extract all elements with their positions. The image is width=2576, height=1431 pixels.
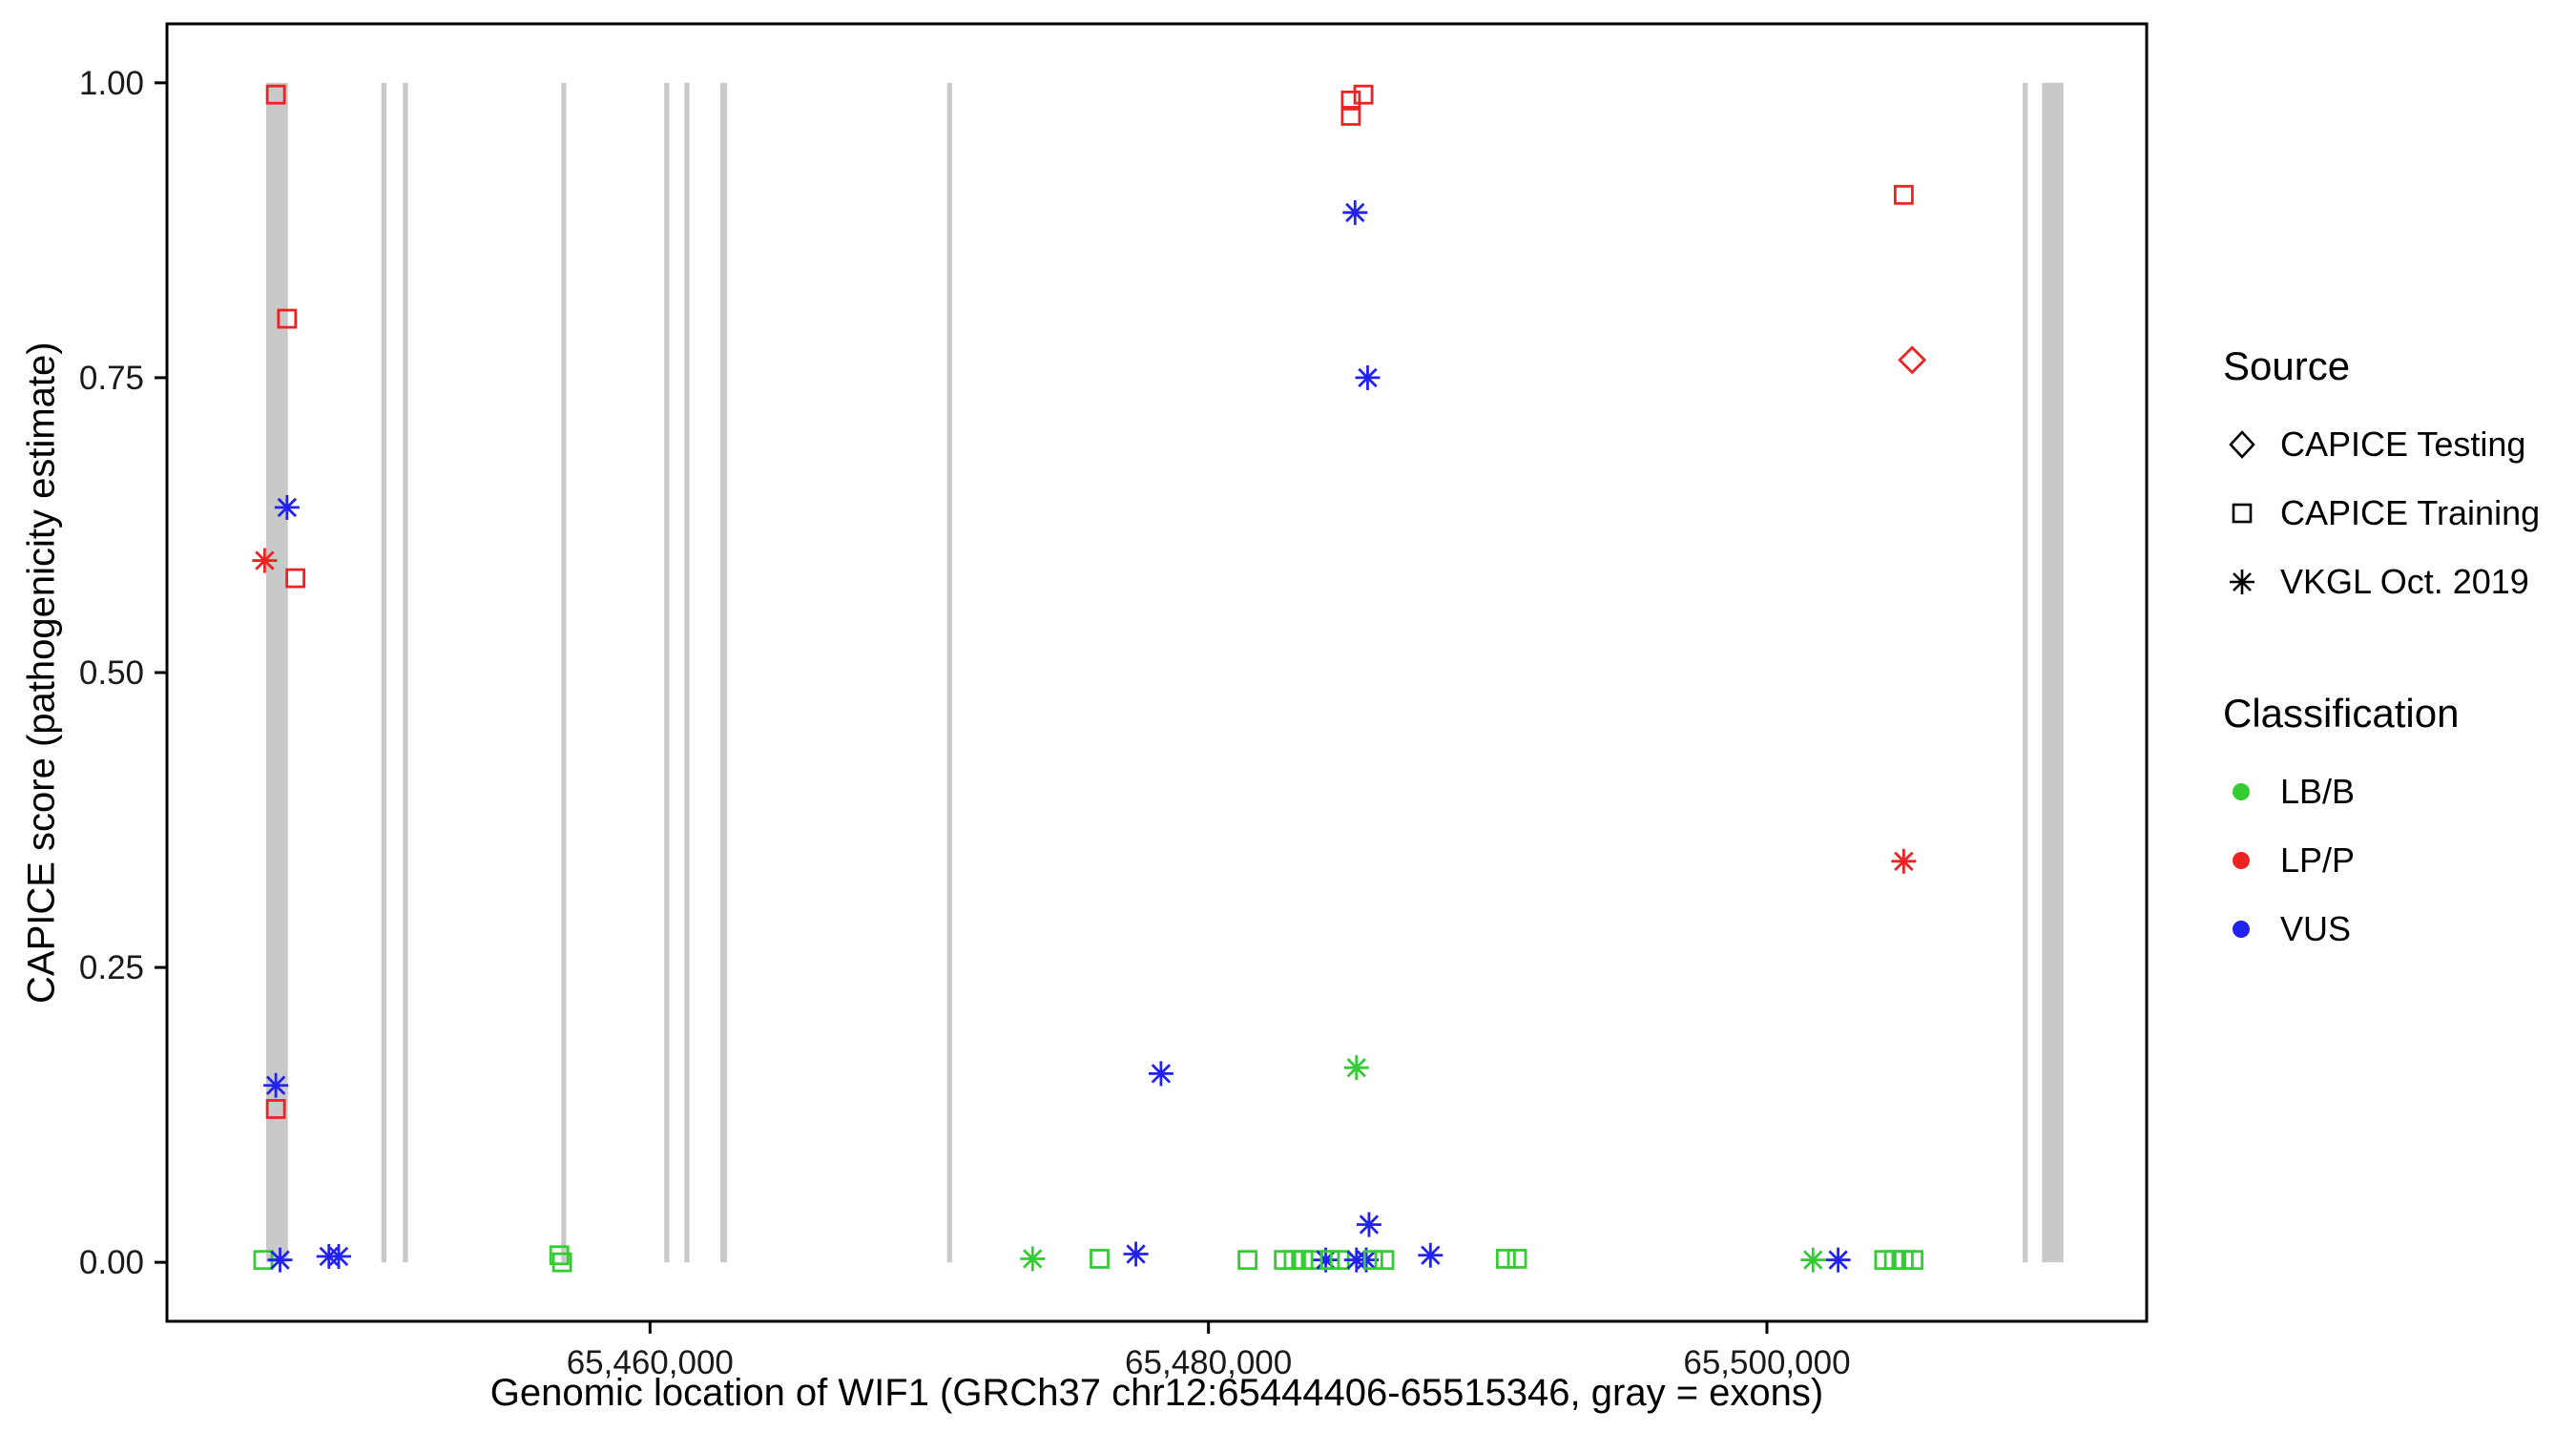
legend-item-lpp: LP/P — [2223, 826, 2566, 895]
y-tick-label: 0.75 — [79, 360, 144, 397]
data-point — [1342, 199, 1368, 225]
data-point — [1891, 848, 1917, 874]
data-point — [252, 548, 278, 573]
legend-label: VKGL Oct. 2019 — [2280, 562, 2529, 601]
data-point — [277, 308, 298, 329]
legend: Source CAPICE Testing CAPICE Training — [2223, 343, 2566, 964]
legend-label: CAPICE Training — [2280, 493, 2541, 532]
y-tick-label: 1.00 — [79, 65, 144, 102]
data-point — [1123, 1241, 1149, 1267]
legend-item-lbb: LB/B — [2223, 757, 2566, 826]
data-point — [1353, 84, 1374, 105]
exon-bar — [2023, 82, 2028, 1263]
data-point — [1340, 90, 1361, 111]
data-point — [1898, 345, 1927, 375]
diamond-icon — [2223, 425, 2261, 464]
data-point — [1090, 1249, 1110, 1269]
data-point — [274, 494, 300, 520]
circle-icon — [2233, 783, 2250, 800]
y-tick-label: 0.25 — [79, 949, 144, 986]
y-tick-label: 0.50 — [79, 654, 144, 692]
data-point — [1340, 106, 1361, 126]
x-axis-title: Genomic location of WIF1 (GRCh37 chr12:6… — [489, 1372, 1824, 1414]
data-point — [265, 1099, 286, 1119]
data-point — [1800, 1247, 1826, 1273]
data-point — [285, 568, 306, 589]
x-tick-label: 65,500,000 — [1683, 1344, 1850, 1381]
exon-bar — [381, 82, 387, 1263]
exon-bar — [403, 82, 408, 1263]
data-point — [1506, 1249, 1527, 1269]
data-point — [1343, 1055, 1369, 1081]
exon-bar — [2042, 82, 2064, 1263]
exon-bar — [561, 82, 567, 1263]
y-axis-title: CAPICE score (pathogenicity estimate) — [20, 342, 63, 1004]
data-point — [1495, 1249, 1516, 1269]
x-tick-label: 65,480,000 — [1125, 1344, 1292, 1381]
plot-panel-border — [165, 22, 2149, 1323]
exon-bar — [946, 82, 952, 1263]
legend-item-vkgl: VKGL Oct. 2019 — [2223, 548, 2566, 616]
legend-item-vus: VUS — [2223, 895, 2566, 964]
legend-label: CAPICE Testing — [2280, 425, 2526, 464]
circle-icon — [2233, 852, 2250, 869]
x-tick-label: 65,460,000 — [567, 1344, 734, 1381]
legend-classification-section: Classification LB/B LP/P VUS — [2223, 691, 2566, 964]
data-point — [1418, 1242, 1444, 1268]
legend-classification-title: Classification — [2223, 691, 2460, 736]
data-point — [1020, 1246, 1046, 1272]
y-tick-label: 0.00 — [79, 1244, 144, 1281]
exon-bar — [664, 82, 670, 1263]
data-point — [325, 1244, 351, 1269]
exon-bar — [684, 82, 690, 1263]
data-point — [1356, 1212, 1381, 1237]
legend-source-section: Source CAPICE Testing CAPICE Training — [2223, 343, 2566, 616]
legend-label: LP/P — [2280, 840, 2356, 880]
data-point — [1893, 184, 1914, 205]
legend-label: LB/B — [2280, 772, 2356, 811]
data-point — [1355, 364, 1381, 390]
data-point — [265, 84, 286, 105]
data-point — [551, 1252, 572, 1273]
data-point — [1362, 1250, 1383, 1271]
exon-bar — [720, 82, 728, 1263]
data-point — [1148, 1061, 1174, 1087]
data-point — [1825, 1247, 1851, 1273]
data-point — [267, 1247, 293, 1273]
circle-icon — [2233, 921, 2250, 938]
data-point — [1374, 1250, 1395, 1271]
scatter-plot: 65,460,000 65,480,000 65,500,000 0.00 0.25 0.… — [79, 22, 2149, 1381]
exon-bar — [265, 82, 288, 1263]
data-point — [1903, 1250, 1924, 1271]
square-icon — [2223, 494, 2261, 532]
legend-label: VUS — [2280, 909, 2352, 948]
data-point — [1237, 1250, 1258, 1271]
data-point — [263, 1072, 289, 1098]
legend-item-capice-testing: CAPICE Testing — [2223, 410, 2566, 479]
legend-item-capice-training: CAPICE Training — [2223, 479, 2566, 548]
legend-source-title: Source — [2223, 343, 2351, 388]
data-point — [549, 1245, 570, 1266]
asterisk-icon — [2223, 563, 2261, 601]
